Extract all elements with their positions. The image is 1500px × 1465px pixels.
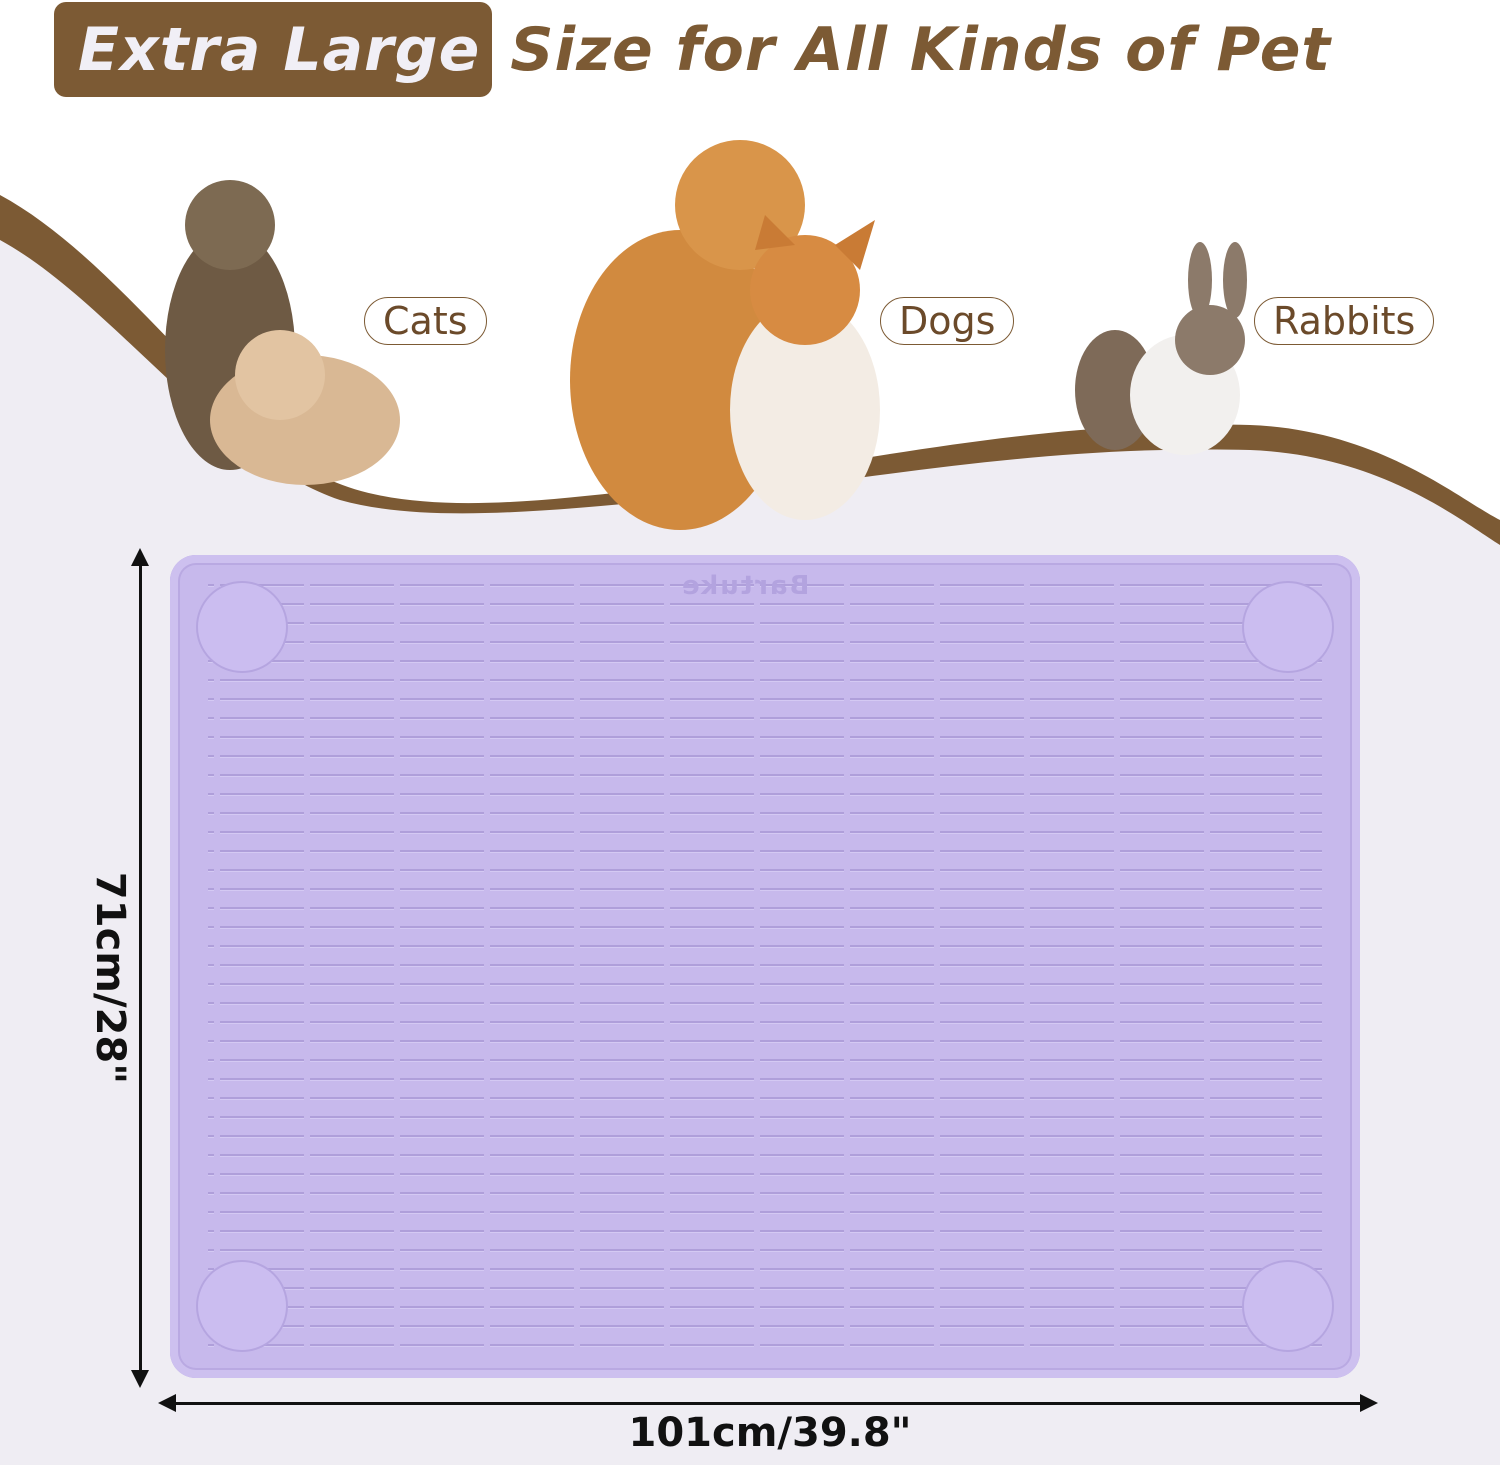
cats-photo	[165, 180, 400, 485]
width-dimension-line	[163, 1402, 1373, 1405]
headline: Extra Large Size for All Kinds of Pet	[54, 2, 1331, 97]
litter-mat: Bartuke	[170, 555, 1360, 1378]
paw-icon	[1242, 1260, 1334, 1352]
height-dimension-label: 71cm/28"	[87, 871, 133, 1085]
headline-badge: Extra Large	[54, 2, 493, 97]
width-dimension-label: 101cm/39.8"	[628, 1410, 912, 1456]
paw-icon	[1242, 581, 1334, 673]
arrow-down-icon	[131, 1370, 149, 1388]
dogs-photo	[570, 140, 880, 530]
paw-icon	[196, 1260, 288, 1352]
pet-label-dogs: Dogs	[880, 297, 1015, 345]
pet-label-rabbits: Rabbits	[1254, 297, 1435, 345]
mat-slot-pattern	[208, 577, 1322, 1356]
mat-logo: Bartuke	[680, 571, 810, 601]
arrow-right-icon	[1360, 1394, 1378, 1412]
pet-label-cats: Cats	[364, 297, 487, 345]
arrow-left-icon	[158, 1394, 176, 1412]
paw-icon	[196, 581, 288, 673]
rabbits-photo	[1075, 242, 1247, 455]
arrow-up-icon	[131, 548, 149, 566]
height-dimension-line	[139, 555, 142, 1382]
headline-text: Size for All Kinds of Pet	[510, 14, 1332, 85]
